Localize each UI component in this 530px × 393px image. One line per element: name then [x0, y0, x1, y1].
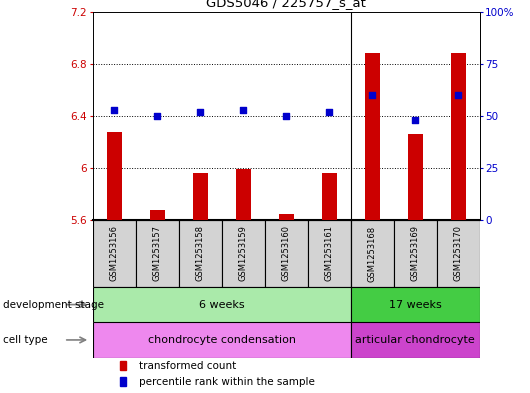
Bar	[408, 134, 423, 220]
Point	[196, 108, 205, 115]
Point	[239, 107, 248, 113]
Text: GSM1253157: GSM1253157	[153, 226, 162, 281]
Bar	[351, 287, 480, 322]
Bar	[351, 220, 394, 287]
Text: percentile rank within the sample: percentile rank within the sample	[139, 376, 315, 387]
Bar	[120, 377, 126, 386]
Text: GSM1253168: GSM1253168	[368, 226, 377, 281]
Text: GSM1253159: GSM1253159	[238, 226, 248, 281]
Text: GSM1253156: GSM1253156	[110, 226, 119, 281]
Bar	[322, 173, 337, 220]
Text: 17 weeks: 17 weeks	[389, 299, 441, 310]
Bar	[394, 220, 437, 287]
Text: chondrocyte condensation: chondrocyte condensation	[148, 335, 296, 345]
Bar	[264, 220, 308, 287]
Text: GSM1253169: GSM1253169	[411, 226, 420, 281]
Text: articular chondrocyte: articular chondrocyte	[355, 335, 475, 345]
Bar	[279, 213, 294, 220]
Bar	[193, 173, 208, 220]
Title: GDS5046 / 225757_s_at: GDS5046 / 225757_s_at	[206, 0, 366, 9]
Bar	[450, 53, 466, 220]
Text: cell type: cell type	[3, 335, 47, 345]
Bar	[308, 220, 351, 287]
Bar	[93, 220, 136, 287]
Text: GSM1253170: GSM1253170	[454, 226, 463, 281]
Point	[368, 92, 376, 98]
Bar	[120, 362, 126, 370]
Bar	[149, 210, 165, 220]
Bar	[236, 169, 251, 220]
Text: GSM1253161: GSM1253161	[325, 226, 334, 281]
Bar	[222, 220, 264, 287]
Text: GSM1253158: GSM1253158	[196, 226, 205, 281]
Bar	[93, 322, 351, 358]
Bar	[179, 220, 222, 287]
Point	[153, 113, 162, 119]
Bar	[107, 132, 122, 220]
Bar	[365, 53, 379, 220]
Text: GSM1253160: GSM1253160	[282, 226, 290, 281]
Bar	[437, 220, 480, 287]
Point	[110, 107, 119, 113]
Point	[454, 92, 462, 98]
Bar	[136, 220, 179, 287]
Text: 6 weeks: 6 weeks	[199, 299, 244, 310]
Bar	[351, 322, 480, 358]
Point	[282, 113, 290, 119]
Point	[411, 117, 419, 123]
Bar	[93, 287, 351, 322]
Text: transformed count: transformed count	[139, 361, 236, 371]
Point	[325, 108, 333, 115]
Text: development stage: development stage	[3, 299, 104, 310]
